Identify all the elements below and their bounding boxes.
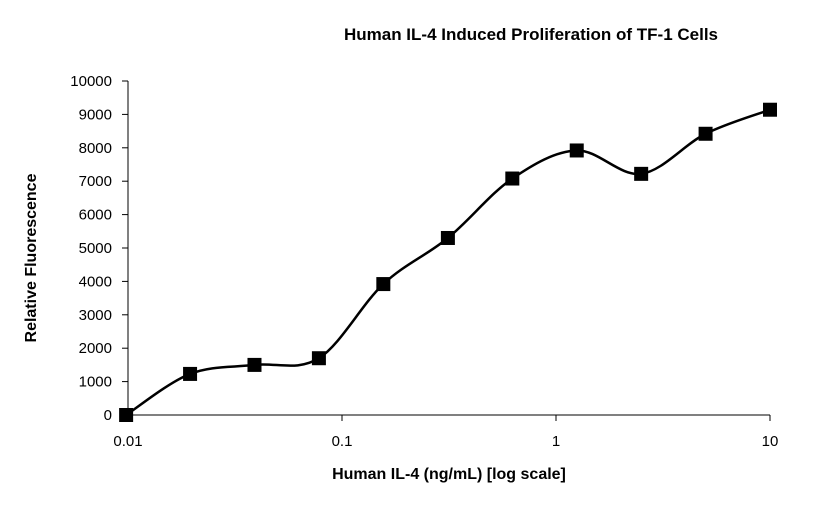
y-tick-label: 2000: [79, 340, 112, 357]
y-tick-label: 9000: [79, 106, 112, 123]
y-tick-label: 7000: [79, 173, 112, 190]
data-point-marker: [763, 102, 777, 117]
data-point-marker: [247, 357, 262, 372]
y-tick-label: 6000: [79, 207, 112, 224]
x-axis: 0.01 0.1 1 10: [113, 414, 779, 450]
data-point-marker: [376, 277, 391, 292]
chart-title: Human IL-4 Induced Proliferation of TF-1…: [344, 25, 718, 44]
data-point-marker: [698, 126, 713, 141]
y-tick-label: 5000: [79, 240, 112, 257]
y-axis: 0 1000 2000 3000 4000 5000 6000 7000 8000 9000 100…: [70, 73, 129, 424]
y-tick-label: 8000: [79, 140, 112, 157]
y-tick-label: 1000: [79, 374, 112, 391]
series-line: [125, 108, 771, 417]
data-point-marker: [183, 366, 198, 381]
data-markers: [119, 102, 777, 422]
data-point-marker: [119, 408, 134, 422]
x-tick-label: 1: [552, 433, 560, 450]
y-tick-label: 0: [104, 407, 112, 424]
data-point-marker: [440, 230, 455, 245]
y-axis-title: Relative Fluorescence: [23, 173, 40, 342]
data-point-marker: [505, 171, 520, 186]
x-tick-label: 0.1: [332, 433, 353, 450]
x-tick-label: 10: [762, 433, 779, 450]
data-point-marker: [569, 143, 584, 158]
data-point-marker: [311, 351, 326, 366]
y-tick-label: 10000: [70, 73, 112, 90]
y-tick-label: 4000: [79, 273, 112, 290]
x-tick-label: 0.01: [113, 433, 142, 450]
y-tick-label: 3000: [79, 307, 112, 324]
x-axis-title: Human IL-4 (ng/mL) [log scale]: [332, 466, 566, 483]
data-point-marker: [634, 166, 649, 181]
